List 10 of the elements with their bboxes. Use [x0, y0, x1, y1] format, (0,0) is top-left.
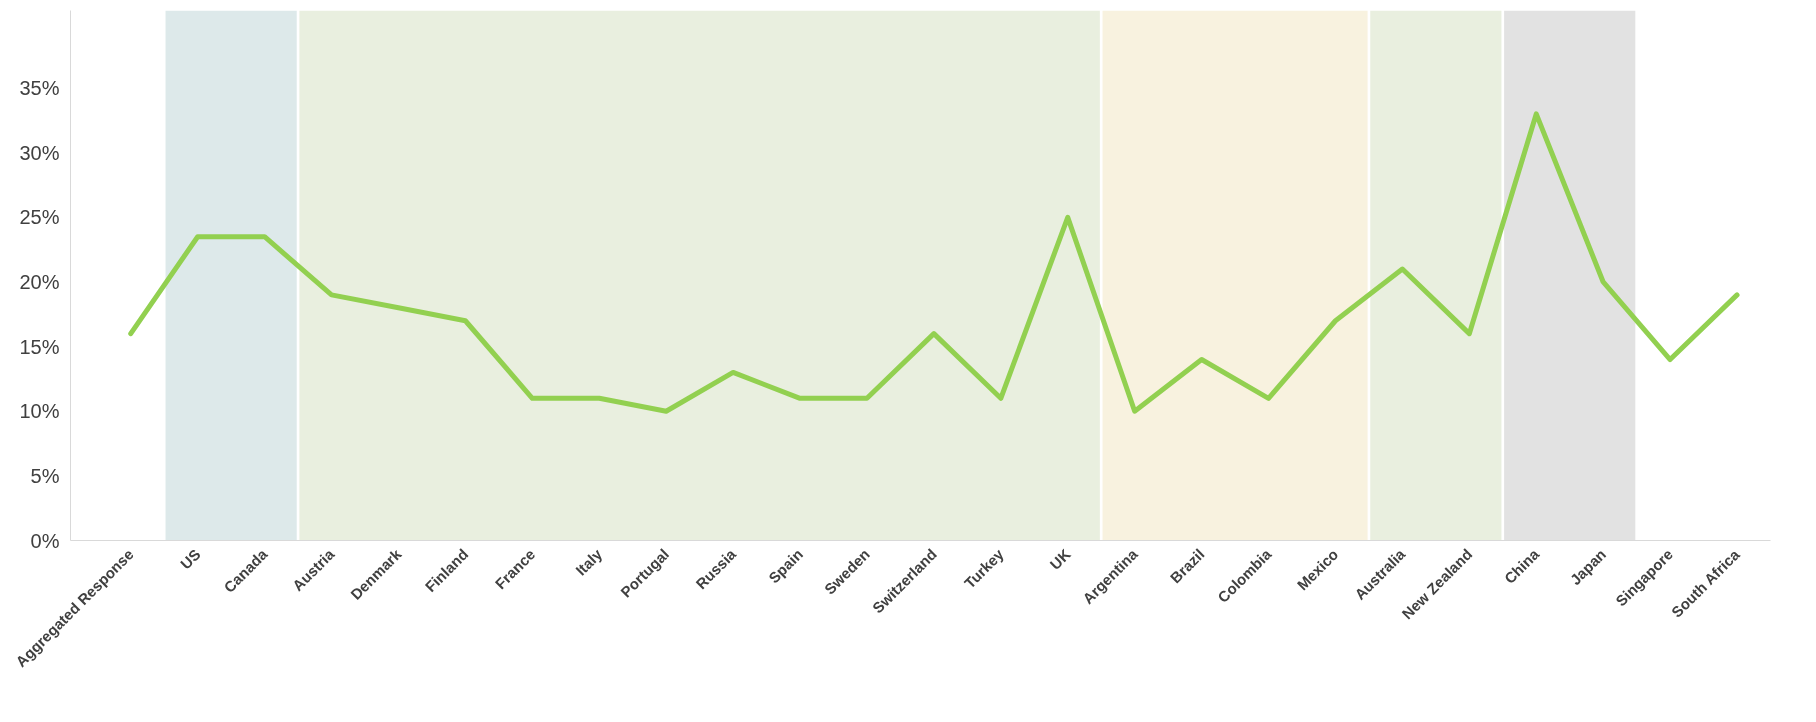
y-tick-label: 10%: [19, 400, 60, 423]
y-tick-label: 25%: [19, 206, 60, 229]
y-tick-label: 0%: [30, 529, 60, 552]
x-tick-label: UK: [1046, 545, 1074, 573]
y-tick-label: 30%: [19, 141, 60, 164]
y-tick-label: 35%: [19, 77, 60, 100]
x-tick-label: US: [176, 545, 204, 573]
y-tick-label: 20%: [19, 270, 60, 293]
y-tick-label: 15%: [19, 335, 60, 358]
y-tick-label: 5%: [30, 464, 60, 487]
